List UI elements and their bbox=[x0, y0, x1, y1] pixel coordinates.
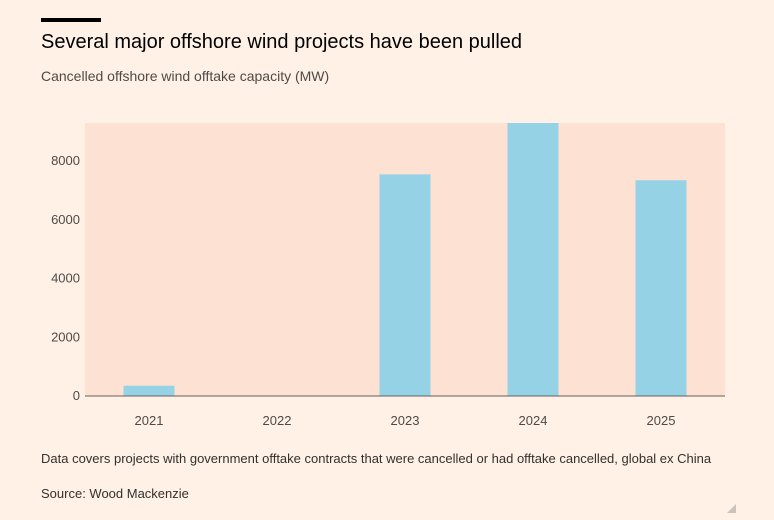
y-tick-label: 4000 bbox=[51, 271, 80, 286]
x-tick-label: 2023 bbox=[391, 413, 420, 428]
x-tick-label: 2022 bbox=[263, 413, 292, 428]
chart-title: Several major offshore wind projects hav… bbox=[41, 31, 523, 53]
bar-2025 bbox=[635, 180, 687, 396]
chart-subtitle: Cancelled offshore wind offtake capacity… bbox=[41, 68, 330, 84]
x-tick-label: 2024 bbox=[519, 413, 548, 428]
bar-2023 bbox=[379, 174, 431, 396]
x-tick-label: 2021 bbox=[135, 413, 164, 428]
y-tick-label: 2000 bbox=[51, 329, 80, 344]
top-rule bbox=[41, 18, 101, 22]
y-tick-label: 6000 bbox=[51, 212, 80, 227]
y-tick-label: 0 bbox=[73, 388, 80, 403]
source-note: Source: Wood Mackenzie bbox=[41, 486, 189, 501]
x-tick-label: 2025 bbox=[647, 413, 676, 428]
footnote: Data covers projects with government off… bbox=[41, 451, 712, 466]
bar-2024 bbox=[507, 123, 559, 396]
resize-corner-icon bbox=[727, 504, 736, 513]
y-tick-label: 8000 bbox=[51, 153, 80, 168]
bar-2021 bbox=[123, 385, 175, 396]
bar-chart: 0 2000 4000 6000 8000 2021 2022 2023 2024 2025 bbox=[51, 123, 725, 428]
